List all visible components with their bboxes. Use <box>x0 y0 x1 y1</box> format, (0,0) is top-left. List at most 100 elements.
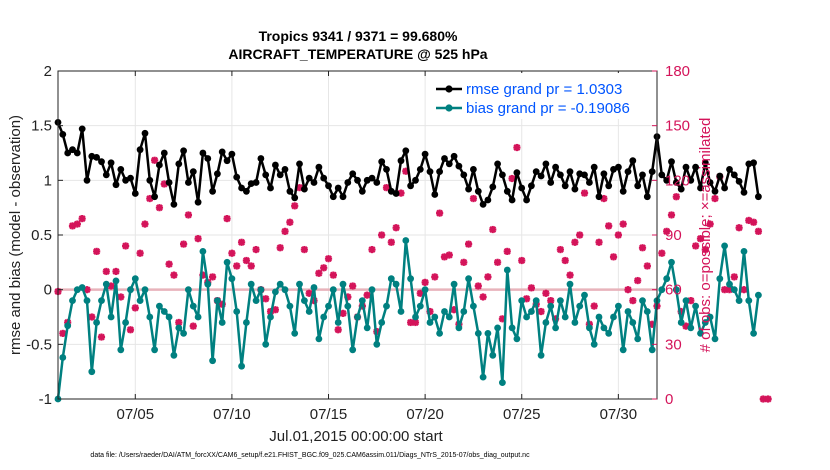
series-1-point <box>479 373 487 381</box>
series-0-point <box>629 157 637 165</box>
series-0-point <box>445 160 453 168</box>
legend-box <box>433 73 655 119</box>
obs-marker <box>247 262 255 270</box>
series-1-point <box>363 324 371 332</box>
series-1-point <box>199 248 207 255</box>
obs-marker <box>324 255 333 263</box>
series-1-point <box>445 313 453 321</box>
series-1-point <box>146 313 154 321</box>
series-0-point <box>590 163 598 171</box>
series-1-point <box>78 284 86 291</box>
series-1-point <box>663 275 671 283</box>
series-1-point <box>416 302 424 310</box>
obs-marker-stroke-d2 <box>639 244 646 252</box>
obs-marker-stroke-d2 <box>489 226 497 234</box>
obs-marker <box>479 293 487 301</box>
series-0-point <box>286 187 294 195</box>
obs-marker <box>300 245 308 254</box>
series-1-point <box>291 330 299 337</box>
series-0-point <box>600 170 608 178</box>
series-0-point <box>209 187 217 195</box>
obs-marker-stroke-d2 <box>484 273 492 281</box>
obs-marker-stroke-d2 <box>117 293 125 301</box>
obs-marker-stroke-d2 <box>692 242 700 250</box>
obs-marker-stroke-d2 <box>581 189 589 197</box>
series-1-point <box>542 319 550 326</box>
obs-marker <box>445 251 453 259</box>
obs-marker <box>614 231 622 239</box>
obs-marker <box>537 307 545 316</box>
obs-marker <box>315 269 323 277</box>
series-1-point <box>412 313 419 321</box>
series-1-point <box>648 346 656 354</box>
obs-marker <box>194 235 202 243</box>
series-0-point <box>199 149 207 157</box>
obs-marker-stroke-d2 <box>610 253 618 261</box>
obs-marker-stroke-d2 <box>518 257 526 264</box>
series-0-point <box>619 187 627 195</box>
series-1-point <box>629 319 637 326</box>
obs-marker <box>237 238 246 246</box>
y-left-tick-label: 1 <box>44 172 52 189</box>
series-1-point <box>69 297 76 304</box>
obs-marker-stroke-d2 <box>325 255 332 263</box>
obs-marker-stroke-d2 <box>735 224 743 232</box>
series-1-point <box>489 351 497 359</box>
series-1-point <box>639 297 646 304</box>
series-0-point <box>93 154 100 161</box>
series-1-point <box>141 286 149 294</box>
obs-marker-stroke-d2 <box>600 195 608 203</box>
obs-marker <box>155 204 164 212</box>
series-1-point <box>281 286 289 294</box>
series-0-point <box>272 161 279 169</box>
obs-marker <box>59 329 67 337</box>
series-1-point <box>156 302 163 310</box>
obs-marker-stroke-d2 <box>474 282 482 290</box>
series-0-point <box>146 176 154 184</box>
obs-marker <box>672 193 680 201</box>
series-0-point <box>315 163 323 171</box>
series-0-point <box>349 170 357 178</box>
series-1-point <box>402 237 410 244</box>
series-1-point <box>586 324 593 332</box>
series-1-point <box>672 286 680 294</box>
y-right-tick-label: 120 <box>665 172 690 189</box>
obs-marker-stroke-d2 <box>291 202 299 210</box>
series-0-point <box>281 166 289 173</box>
obs-marker <box>484 273 492 281</box>
obs-marker-stroke-d2 <box>508 175 516 182</box>
y-axis-right-label: # of obs: o=possible; ×=assimilated <box>697 118 714 353</box>
series-0-point <box>436 168 443 176</box>
obs-marker <box>605 222 613 230</box>
series-1-point <box>276 280 284 288</box>
series-1-point <box>436 330 443 337</box>
obs-marker-stroke-d2 <box>131 304 139 312</box>
obs-marker <box>624 286 632 294</box>
series-0-point <box>615 163 622 171</box>
obs-marker <box>619 220 627 228</box>
series-0-point <box>358 187 366 195</box>
obs-marker-stroke-d2 <box>300 246 308 254</box>
obs-marker <box>392 224 400 232</box>
series-0-point <box>252 179 260 186</box>
series-0-point <box>648 168 656 176</box>
obs-marker <box>474 282 482 290</box>
series-1-point <box>59 354 67 361</box>
obs-marker <box>595 238 603 246</box>
series-1-point <box>93 319 100 326</box>
series-1-point <box>460 308 468 315</box>
series-1-point <box>218 319 226 326</box>
obs-marker-stroke-d2 <box>614 231 622 239</box>
obs-marker-stroke-d2 <box>281 227 289 235</box>
series-0-point <box>455 162 463 170</box>
series-1-point <box>619 346 627 354</box>
obs-marker-stroke-d2 <box>764 395 772 403</box>
series-0-point <box>479 201 487 208</box>
obs-marker-stroke-d2 <box>73 220 81 228</box>
series-0-point <box>214 170 221 178</box>
series-0-point <box>339 193 347 201</box>
series-0-point <box>373 179 381 186</box>
series-1-point <box>136 297 144 304</box>
series-0-point <box>180 147 188 155</box>
